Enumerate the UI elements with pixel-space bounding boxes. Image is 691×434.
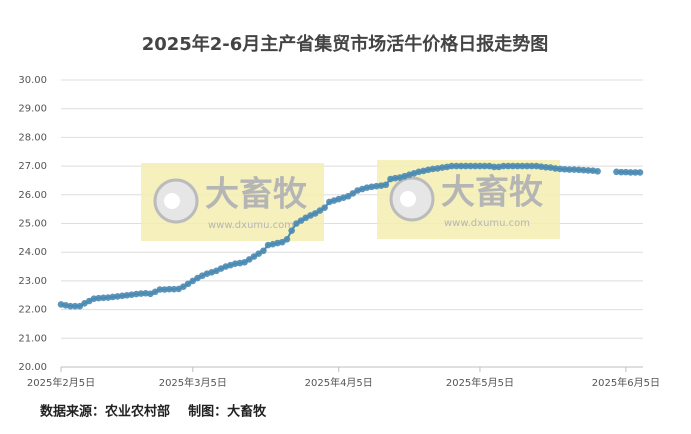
marker xyxy=(471,162,479,170)
x-tick-label: 2025年3月5日 xyxy=(159,376,227,389)
marker xyxy=(165,285,173,293)
marker xyxy=(137,290,145,297)
marker xyxy=(627,169,634,176)
marker xyxy=(519,162,526,170)
marker xyxy=(514,162,521,170)
marker xyxy=(462,162,470,170)
marker xyxy=(382,181,390,189)
marker xyxy=(528,162,536,170)
marker xyxy=(580,166,587,174)
watermark-url: www.dxumu.com xyxy=(444,218,530,229)
marker xyxy=(448,162,456,170)
watermark-brand: 大畜牧 xyxy=(205,175,308,215)
chart-title: 2025年2-6月主产省集贸市场活牛价格日报走势图 xyxy=(142,33,549,55)
y-tick-label: 28.00 xyxy=(18,132,47,143)
marker xyxy=(631,169,639,176)
watermark: 大畜牧 www.dxumu.com xyxy=(377,160,560,239)
y-tick-label: 22.00 xyxy=(18,305,47,316)
x-tick-label: 2025年5月5日 xyxy=(446,376,514,389)
marker xyxy=(481,162,488,170)
grid: 20.00 21.00 22.00 23.00 24.00 25.00 26.00 27.00… xyxy=(18,75,660,389)
marker xyxy=(509,162,517,170)
marker xyxy=(636,169,644,176)
marker xyxy=(613,168,620,176)
y-tick-label: 30.00 xyxy=(18,75,47,86)
y-tick-label: 23.00 xyxy=(18,276,47,287)
marker xyxy=(622,168,630,176)
marker xyxy=(100,294,107,302)
marker xyxy=(575,166,583,174)
marker xyxy=(500,162,507,170)
marker xyxy=(523,162,531,170)
watermark: 大畜牧 www.dxumu.com xyxy=(141,163,324,241)
marker xyxy=(288,227,295,234)
y-tick-label: 25.00 xyxy=(18,219,47,230)
y-tick-label: 29.00 xyxy=(18,104,47,115)
watermark-url: www.dxumu.com xyxy=(208,220,294,231)
marker xyxy=(321,204,328,212)
x-tick-label: 2025年4月5日 xyxy=(305,376,373,389)
marker xyxy=(584,167,592,174)
marker xyxy=(566,166,573,173)
marker xyxy=(170,285,178,293)
marker xyxy=(467,162,474,170)
marker xyxy=(504,162,512,170)
marker xyxy=(457,162,465,170)
marker xyxy=(490,163,498,171)
x-tick-label: 2025年6月5日 xyxy=(592,376,660,389)
marker xyxy=(156,286,164,293)
watermark-logo xyxy=(164,193,180,209)
y-tick-label: 21.00 xyxy=(18,333,47,344)
marker xyxy=(67,302,74,310)
marker xyxy=(71,302,79,310)
marker xyxy=(161,286,168,293)
marker xyxy=(95,294,102,302)
marker xyxy=(453,162,460,170)
plot xyxy=(57,162,644,310)
marker xyxy=(561,165,568,173)
x-tick-label: 2025年2月5日 xyxy=(27,376,95,389)
marker xyxy=(617,168,625,176)
marker xyxy=(260,247,267,255)
footer: 数据来源：农业农村部 制图：大畜牧 xyxy=(40,404,267,420)
marker xyxy=(594,167,601,175)
marker xyxy=(283,235,291,243)
y-tick-label: 24.00 xyxy=(18,247,47,258)
y-tick-label: 20.00 xyxy=(18,362,47,373)
y-tick-label: 27.00 xyxy=(18,161,47,172)
marker xyxy=(570,166,578,173)
watermark-logo xyxy=(400,191,416,207)
y-tick-label: 26.00 xyxy=(18,190,47,201)
watermark-brand: 大畜牧 xyxy=(441,173,544,213)
marker xyxy=(476,162,484,170)
marker xyxy=(556,165,564,173)
marker xyxy=(542,163,550,171)
